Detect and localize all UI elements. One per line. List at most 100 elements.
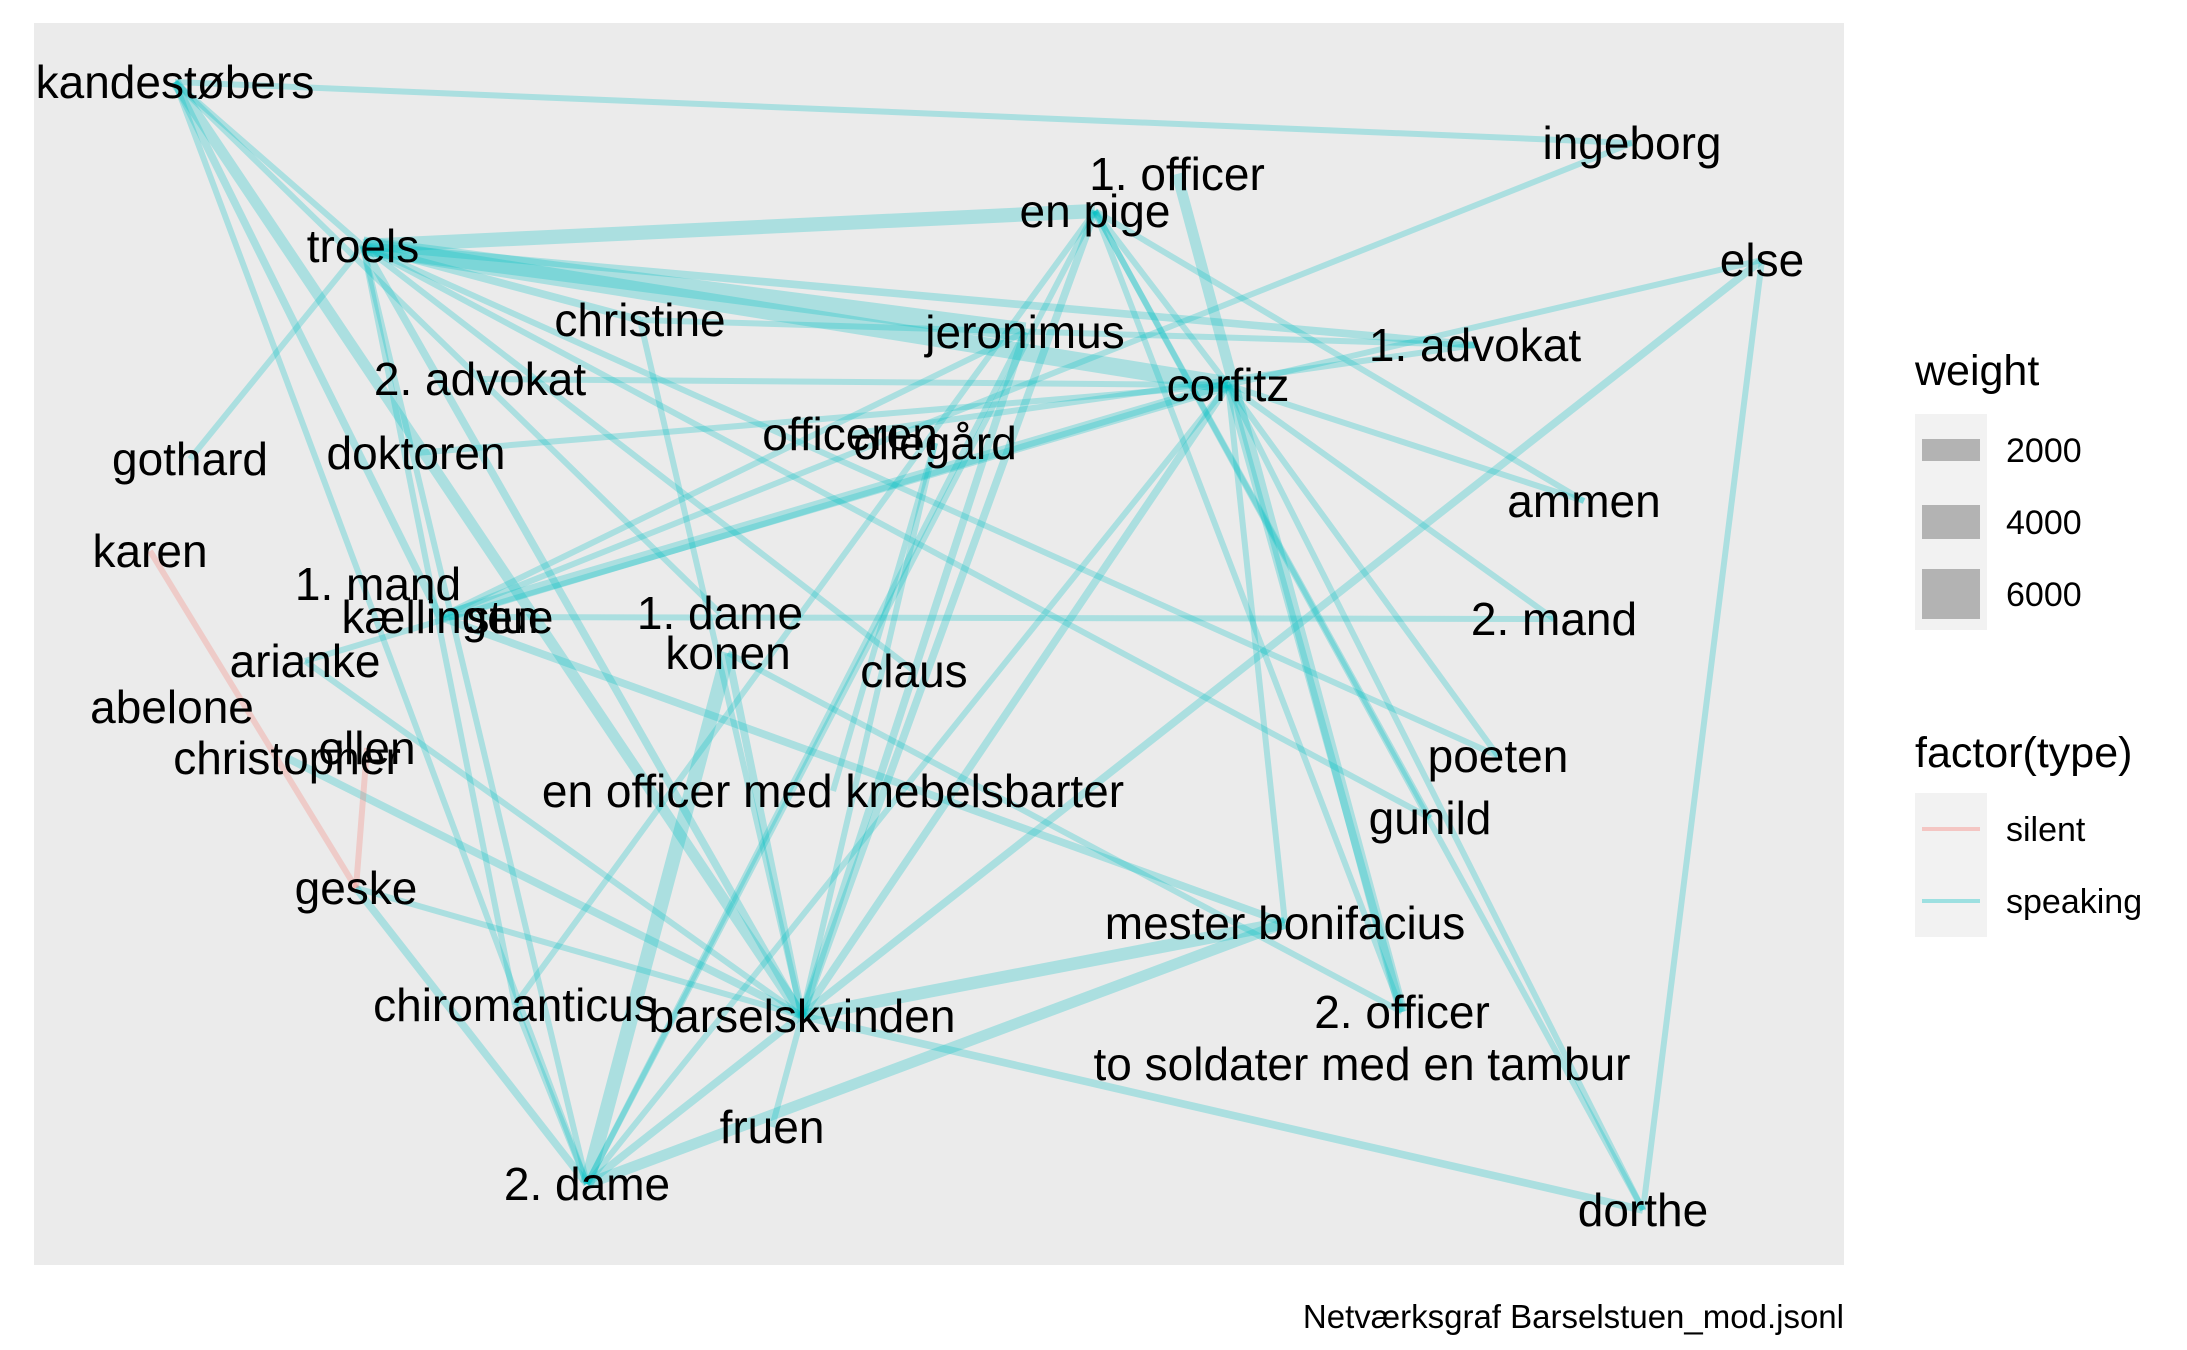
edge-enpige-officer2 [1092, 209, 1405, 1014]
node-label-ammen: ammen [1507, 475, 1660, 527]
node-label-abelone: abelone [90, 681, 254, 733]
edge-corfitz-arianke [304, 382, 1229, 664]
legend-weight-swatch [1922, 505, 1980, 539]
node-label-kandestobers: kandestøbers [36, 56, 315, 108]
node-label-christopher: christopher [173, 732, 401, 784]
edge-troels-gothard [187, 244, 366, 461]
edge-kaellingen-mand2 [439, 614, 1555, 622]
node-label-dame2: 2. dame [504, 1158, 670, 1210]
legend-weight-label: 6000 [2006, 576, 2082, 614]
edge-troels-advokat1 [362, 242, 1476, 349]
edge-olegaard-knebelsbarter [830, 442, 938, 792]
edge-troels-enpige [362, 203, 1096, 254]
edge-jeronimus-dame2 [584, 330, 1028, 1186]
node-label-barselskvinden: barselskvinden [649, 990, 956, 1042]
edge-kandestobers-kaellingen [171, 80, 444, 619]
edge-corfitz-poeten [1225, 383, 1501, 758]
node-label-olegaard: ollegård [853, 417, 1017, 469]
node-label-officeren: officeren [762, 408, 938, 460]
edge-barselskvinden-bonifacius [800, 916, 1287, 1023]
node-label-soldater: to soldater med en tambur [1094, 1038, 1631, 1090]
edge-troels-gunild [361, 243, 1432, 821]
edge-corfitz-advokat2 [479, 376, 1229, 388]
edge-troels-barselskvinden [359, 244, 806, 1018]
legend-type-title: factor(type) [1915, 729, 2132, 777]
edge-corfitz-dame2 [584, 383, 1231, 1186]
node-label-mand1: 1. mand [295, 558, 461, 610]
edge-troels-claus [361, 243, 916, 674]
edge-dame2-chiromanticus [512, 1003, 590, 1186]
edge-troels-dame2 [360, 245, 590, 1185]
edge-jeronimus-kaellingen [438, 329, 1027, 620]
node-labels-layer: kandestøbers ingeborg 1. officeren pige tro… [36, 56, 1805, 1236]
node-label-fruen: fruen [720, 1101, 825, 1153]
edge-corfitz-dorthe [1225, 383, 1646, 1212]
edge-else-dorthe [1640, 259, 1765, 1211]
edge-konen-dame2 [580, 651, 735, 1186]
node-label-gothard: gothard [112, 433, 268, 485]
edge-enpige-dame2 [584, 209, 1098, 1186]
edge-jeronimus-barselskvinden [798, 330, 1029, 1018]
edge-troels-christine [362, 242, 641, 324]
edge-corfitz-barselskvinden [798, 382, 1232, 1019]
legend-weight-label: 2000 [2006, 432, 2082, 470]
edge-else-dame2 [584, 256, 1765, 1188]
edge-barselskvinden-geske [355, 885, 803, 1019]
edge-enpige-barselskvinden [798, 209, 1099, 1018]
node-label-jeronimus: jeronimus [923, 306, 1124, 358]
edge-ingeborg-kaellingen [438, 140, 1634, 620]
edge-kandestobers-troels [173, 79, 365, 249]
node-label-troels: troels [307, 220, 419, 272]
edge-else-corfitz [1227, 257, 1763, 388]
edges-layer [147, 78, 1765, 1214]
edge-troels-poeten [361, 243, 1500, 759]
legend-weight-title: weight [1914, 347, 2039, 395]
node-label-bonifacius: mester bonifacius [1105, 897, 1466, 949]
node-label-gunild: gunild [1369, 792, 1492, 844]
legend-type: factor(type) silent speaking [1915, 729, 2142, 937]
edge-corfitz-bonifacius [1225, 384, 1288, 924]
node-label-else: else [1720, 234, 1804, 286]
edge-corfitz-officer2 [1224, 383, 1406, 1014]
edge-olegaard-barselskvinden [799, 442, 938, 1017]
edge-barselskvinden-dorthe [801, 1012, 1644, 1214]
plot-panel-background [34, 23, 1844, 1265]
node-label-dorthe: dorthe [1578, 1184, 1708, 1236]
edge-corfitz-doktoren [415, 382, 1229, 456]
edge-corfitz-mand2 [1226, 382, 1556, 622]
node-label-enpige: en pige [1020, 185, 1171, 237]
node-label-doktoren: doktoren [326, 427, 505, 479]
edge-barselskvinden-arianke [303, 658, 804, 1019]
node-label-christine: christine [554, 294, 725, 346]
edge-officer1-officer2 [1171, 172, 1408, 1014]
figure-caption: Netværksgraf Barselstuen_mod.jsonl [1303, 1298, 1844, 1335]
edge-dame2-geske [352, 885, 591, 1187]
edge-kaellingen-bonifacius [438, 613, 1287, 927]
legend-weight-swatch [1922, 569, 1980, 619]
edge-dame2-bonifacius [585, 917, 1287, 1190]
node-label-officer2: 2. officer [1314, 986, 1490, 1038]
node-label-geske: geske [295, 862, 418, 914]
legend-weight: weight 2000 4000 6000 [1914, 347, 2082, 630]
edge-kandestobers-dame1 [172, 79, 723, 616]
legend-weight-label: 4000 [2006, 504, 2082, 542]
node-label-officer1: 1. officer [1089, 148, 1265, 200]
edge-corfitz-ammen [1227, 382, 1585, 504]
edge-ellen-geske [353, 747, 370, 889]
node-label-ellen: ellen [318, 722, 415, 774]
edge-enpige-dorthe [1092, 209, 1646, 1212]
edge-advokat1-christine [639, 317, 1476, 348]
edge-kandestobers-barselskvinden [170, 78, 807, 1020]
edge-kandestobers-dame2 [172, 80, 590, 1186]
node-label-claus: claus [860, 645, 967, 697]
edge-advokat1-officeren [849, 342, 1476, 437]
node-label-stue: stue [467, 591, 554, 643]
node-label-corfitz: corfitz [1167, 359, 1290, 411]
edge-enpige-ammen [1093, 208, 1586, 504]
node-label-arianke: arianke [230, 635, 381, 687]
legend-type-label: speaking [2006, 883, 2142, 921]
legend-type-label: silent [2006, 811, 2086, 849]
node-label-advokat1: 1. advokat [1369, 319, 1581, 371]
edge-corfitz-kaellingen [438, 379, 1230, 623]
edge-enpige-chiromanticus [512, 209, 1098, 1007]
